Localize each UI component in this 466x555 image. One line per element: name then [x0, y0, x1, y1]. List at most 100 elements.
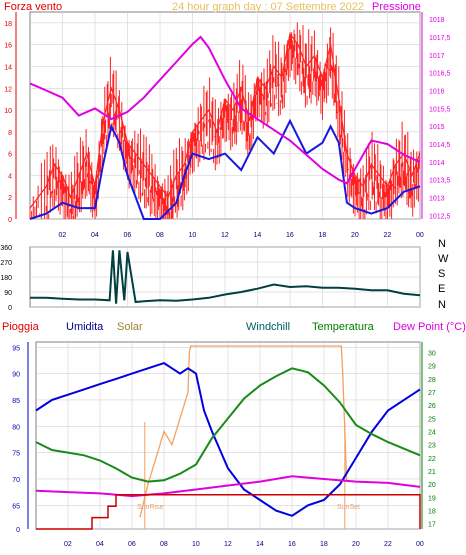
humidity-line — [35, 362, 421, 517]
y-tick-label-humidity: 0 — [16, 527, 20, 534]
y-tick-label-pressure: 1017,5 — [429, 35, 451, 42]
pressure-line — [29, 35, 421, 185]
y-tick-label-humidity: 70 — [12, 477, 20, 484]
y-tick-label-pressure: 1014,5 — [429, 142, 451, 149]
windchill-label: Windchill — [246, 321, 290, 333]
pressione-label: Pressione — [372, 1, 421, 13]
y-tick-label-temperature: 18 — [428, 509, 436, 516]
x-tick-label-bottom: 04 — [96, 541, 104, 548]
y-tick-label-humidity: 95 — [12, 345, 20, 352]
y-tick-label-temperature: 21 — [428, 469, 436, 476]
x-tick-label-top: 14 — [254, 232, 262, 239]
x-tick-label-top: 18 — [319, 232, 327, 239]
y-tick-label-wind: 12 — [4, 86, 12, 93]
y-tick-label-temperature: 20 — [428, 482, 436, 489]
y-tick-label-pressure: 1018 — [429, 17, 445, 24]
y-tick-label-pressure: 1017 — [429, 53, 445, 60]
y-tick-label-direction: 0 — [8, 305, 12, 312]
x-tick-label-top: 12 — [221, 232, 229, 239]
y-tick-label-pressure: 1016,5 — [429, 71, 451, 78]
x-tick-label-bottom: 12 — [224, 541, 232, 548]
direction-line — [30, 250, 421, 304]
y-tick-label-humidity: 90 — [12, 372, 20, 379]
x-tick-label-bottom: 14 — [256, 541, 264, 548]
y-tick-label-pressure: 1016 — [429, 89, 445, 96]
y-tick-label-direction: 270 — [0, 260, 12, 267]
top-series — [29, 22, 421, 220]
dir-e-label: E — [438, 283, 445, 295]
y-tick-label-humidity: 80 — [12, 424, 20, 431]
x-tick-label-top: 06 — [124, 232, 132, 239]
y-tick-label-temperature: 28 — [428, 377, 436, 384]
y-tick-label-temperature: 29 — [428, 364, 436, 371]
forza-vento-label: Forza vento — [4, 1, 62, 13]
x-tick-label-top: 08 — [156, 232, 164, 239]
x-tick-label-bottom: 20 — [352, 541, 360, 548]
x-tick-label-top: 02 — [59, 232, 67, 239]
x-tick-label-bottom: 18 — [320, 541, 328, 548]
y-tick-label-wind: 18 — [4, 21, 12, 28]
y-tick-label-direction: 180 — [0, 275, 12, 282]
windchill-line — [35, 367, 421, 483]
dir-n-bottom-label: N — [438, 299, 446, 311]
solar-line — [139, 345, 348, 518]
y-tick-label-pressure: 1013 — [429, 196, 445, 203]
x-tick-label-bottom: 22 — [384, 541, 392, 548]
y-tick-label-temperature: 27 — [428, 390, 436, 397]
axis-ticks: 02 04 06 08 10 12 14 16 18 20 22 000246810121416181… — [0, 17, 450, 548]
y-tick-label-humidity: 65 — [12, 503, 20, 510]
direction-series — [30, 250, 421, 304]
graph-title: 24 hour graph day : 07 Settembre 2022 — [172, 1, 364, 13]
y-tick-label-direction: 360 — [0, 245, 12, 252]
y-tick-label-wind: 6 — [8, 152, 12, 159]
dewpoint-label: Dew Point (°C) — [393, 321, 466, 333]
y-tick-label-humidity: 75 — [12, 451, 20, 458]
x-tick-label-bottom: 06 — [128, 541, 136, 548]
x-tick-label-top: 10 — [189, 232, 197, 239]
sunrise-label: SunRise — [137, 504, 164, 511]
x-tick-label-top: 00 — [416, 232, 424, 239]
y-tick-label-pressure: 1013,5 — [429, 178, 451, 185]
y-tick-label-wind: 0 — [8, 217, 12, 224]
pioggia-label: Pioggia — [2, 321, 40, 333]
y-tick-label-temperature: 25 — [428, 416, 436, 423]
y-tick-label-wind: 10 — [4, 108, 12, 115]
y-tick-label-pressure: 1014 — [429, 160, 445, 167]
grid-direction — [30, 246, 421, 308]
y-tick-label-temperature: 19 — [428, 495, 436, 502]
x-tick-label-top: 20 — [351, 232, 359, 239]
dir-w-label: W — [438, 253, 449, 265]
temperatura-label: Temperatura — [312, 321, 375, 333]
bottom-series — [35, 345, 421, 530]
y-tick-label-temperature: 30 — [428, 351, 436, 358]
y-tick-label-pressure: 1015,5 — [429, 106, 451, 113]
x-tick-label-top: 04 — [91, 232, 99, 239]
x-tick-label-bottom: 02 — [64, 541, 72, 548]
x-tick-label-top: 22 — [384, 232, 392, 239]
y-tick-label-wind: 8 — [8, 130, 12, 137]
x-tick-label-bottom: 08 — [160, 541, 168, 548]
umidita-label: Umidita — [66, 321, 104, 333]
wind-speed-line — [29, 32, 421, 209]
y-tick-label-wind: 14 — [4, 64, 12, 71]
y-tick-label-temperature: 22 — [428, 456, 436, 463]
y-tick-label-temperature: 24 — [428, 430, 436, 437]
y-tick-label-wind: 16 — [4, 43, 12, 50]
dir-s-label: S — [438, 268, 445, 280]
y-tick-label-temperature: 23 — [428, 443, 436, 450]
sunset-label: SunSet — [337, 504, 360, 511]
y-tick-label-wind: 2 — [8, 195, 12, 202]
y-tick-label-temperature: 17 — [428, 522, 436, 529]
dir-n-top-label: N — [438, 238, 446, 250]
rain-line — [36, 494, 421, 530]
y-tick-label-pressure: 1015 — [429, 124, 445, 131]
y-tick-label-humidity: 85 — [12, 398, 20, 405]
x-tick-label-bottom: 16 — [288, 541, 296, 548]
y-tick-label-temperature: 26 — [428, 403, 436, 410]
solar-label: Solar — [117, 321, 143, 333]
x-tick-label-bottom: 00 — [416, 541, 424, 548]
dewpoint-line — [35, 475, 421, 498]
y-tick-label-direction: 90 — [4, 290, 12, 297]
